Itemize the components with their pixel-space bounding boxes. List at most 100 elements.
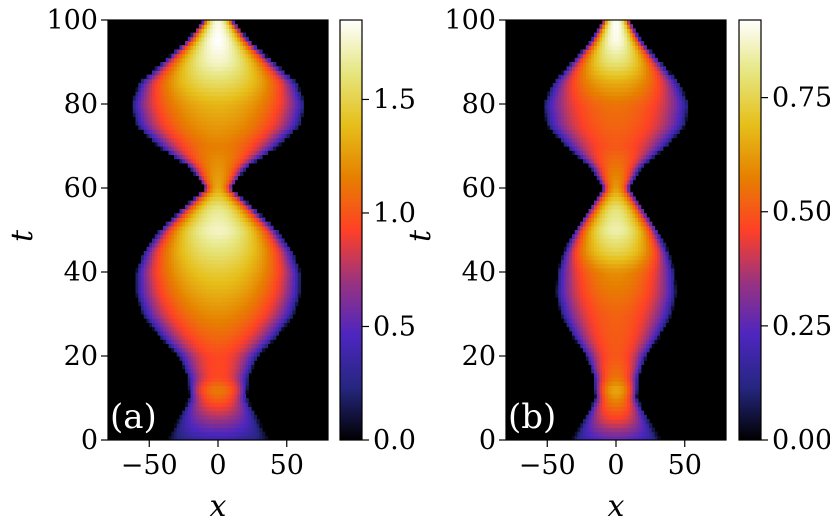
heatmap-cell <box>265 150 268 155</box>
y-tick-label: 80 <box>64 89 98 120</box>
heatmap-cell <box>298 268 301 273</box>
heatmap-cell <box>646 348 649 353</box>
heatmap-cell <box>257 419 260 424</box>
heatmap-cell <box>641 411 644 416</box>
heatmap-cell <box>281 70 284 75</box>
heatmap-cell <box>298 280 301 285</box>
heatmap-cell <box>259 427 262 432</box>
heatmap-cell <box>295 264 298 269</box>
heatmap-cell <box>259 213 262 218</box>
heatmap-cell <box>298 117 301 122</box>
colorbar-tick-label: 0.0 <box>373 425 416 456</box>
heatmap-cell <box>290 129 293 134</box>
heatmap-cell <box>262 217 265 222</box>
x-tick-label: 50 <box>270 450 304 481</box>
y-tick-label: 100 <box>46 5 98 36</box>
heatmap-cell <box>248 369 251 374</box>
colorbar-tick-label: 1.5 <box>373 84 416 115</box>
heatmap-cell <box>674 285 677 290</box>
heatmap-cell <box>660 331 663 336</box>
colorbar-tick-label: 1.0 <box>373 198 416 229</box>
heatmap-cell <box>248 41 251 46</box>
heatmap-cell <box>268 58 271 63</box>
heatmap-cell <box>248 205 251 210</box>
heatmap-cell <box>638 402 641 407</box>
heatmap-cell <box>257 352 260 357</box>
heatmap-cell <box>246 377 249 382</box>
heatmap-cell <box>635 398 638 403</box>
heatmap-cell <box>235 192 238 197</box>
heatmap-cell <box>254 415 257 420</box>
heatmap-cell <box>652 343 655 348</box>
heatmap-cell <box>671 297 674 302</box>
y-tick-label: 20 <box>64 341 98 372</box>
heatmap-cell <box>254 159 257 164</box>
heatmap-cell <box>232 20 235 25</box>
heatmap-cell <box>287 247 290 252</box>
heatmap-cell <box>232 180 235 185</box>
heatmap-cell <box>243 33 246 38</box>
heatmap-cell <box>655 339 658 344</box>
heatmap-cell <box>301 100 304 105</box>
heatmap-cell <box>246 381 249 386</box>
heatmap-cell <box>254 45 257 50</box>
heatmap-cell <box>635 373 638 378</box>
x-axis-label: x <box>210 489 227 519</box>
panel-label: (a) <box>110 397 157 437</box>
heatmap-cell <box>666 318 669 323</box>
heatmap-cell <box>298 87 301 92</box>
heatmap-cell <box>270 226 273 231</box>
heatmap-cell <box>674 293 677 298</box>
heatmap-cell <box>635 377 638 382</box>
heatmap-cell <box>301 104 304 109</box>
x-tick-label: 0 <box>209 450 226 481</box>
y-tick-label: 40 <box>64 257 98 288</box>
heatmap-cell <box>287 133 290 138</box>
heatmap-cell <box>668 314 671 319</box>
heatmap-cell <box>246 163 249 168</box>
heatmap-cell <box>301 108 304 113</box>
heatmap-cell <box>262 348 265 353</box>
heatmap-cell <box>298 121 301 126</box>
heatmap-cell <box>292 310 295 315</box>
heatmap-cell <box>298 293 301 298</box>
heatmap-cell <box>635 385 638 390</box>
heatmap-cell <box>301 112 304 117</box>
heatmap-cell <box>295 83 298 88</box>
heatmap-cell <box>292 79 295 84</box>
heatmap-cell <box>290 314 293 319</box>
heatmap-cell <box>638 364 641 369</box>
heatmap-cell <box>235 24 238 29</box>
heatmap-cell <box>251 364 254 369</box>
heatmap-cell <box>281 238 284 243</box>
heatmap-cell <box>281 327 284 332</box>
heatmap-cell <box>644 352 647 357</box>
heatmap-cell <box>240 171 243 176</box>
heatmap-cell <box>276 230 279 235</box>
x-tick-label: −50 <box>121 450 178 481</box>
heatmap-cell <box>251 411 254 416</box>
heatmap-cell <box>638 369 641 374</box>
heatmap-cell <box>246 398 249 403</box>
heatmap-cell <box>276 331 279 336</box>
heatmap-cell <box>229 188 232 193</box>
heatmap-cell <box>229 184 232 189</box>
heatmap-cell <box>246 390 249 395</box>
heatmap-cell <box>254 356 257 361</box>
heatmap-cell <box>638 406 641 411</box>
heatmap-cell <box>287 75 290 80</box>
heatmap-cell <box>265 343 268 348</box>
heatmap-cell <box>281 138 284 143</box>
heatmap-cell <box>646 419 649 424</box>
heatmap-cell <box>246 201 249 206</box>
heatmap-cell <box>279 234 282 239</box>
heatmap-cell <box>292 255 295 260</box>
heatmap-cell <box>240 196 243 201</box>
heatmap-cell <box>284 322 287 327</box>
y-axis-label: t <box>5 229 40 242</box>
heatmap-cell <box>641 360 644 365</box>
heatmap-cell <box>246 385 249 390</box>
heatmap-cell <box>295 297 298 302</box>
heatmap-cell <box>298 289 301 294</box>
heatmap-cell <box>259 49 262 54</box>
